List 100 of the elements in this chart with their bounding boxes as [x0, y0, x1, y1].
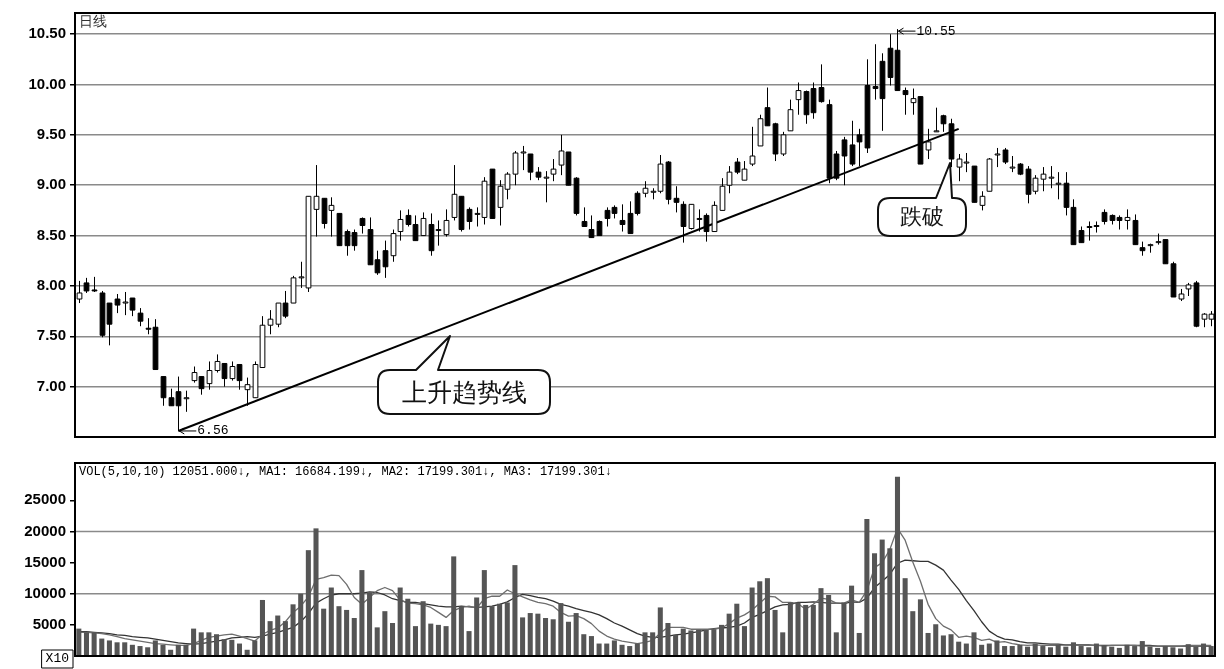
y-tick-label: 15000 — [24, 552, 66, 570]
bar — [1132, 646, 1138, 656]
bar — [466, 631, 472, 656]
bar — [305, 550, 311, 656]
bar — [321, 608, 327, 656]
bar — [688, 630, 694, 656]
bar — [275, 615, 281, 656]
bar — [191, 628, 197, 656]
bar — [573, 613, 579, 656]
bar — [818, 588, 824, 656]
bar — [879, 539, 885, 656]
bar — [833, 632, 839, 656]
bar — [749, 587, 755, 656]
bar — [673, 634, 679, 656]
bar — [1040, 646, 1046, 656]
bar — [367, 592, 373, 656]
bar — [734, 603, 740, 656]
bar — [282, 621, 288, 656]
bar — [696, 629, 702, 656]
bar — [397, 587, 403, 656]
y-tick-label: 9.50 — [36, 125, 66, 142]
bar — [374, 627, 380, 656]
bar — [887, 548, 893, 656]
bar — [1078, 646, 1084, 656]
bar — [787, 602, 793, 656]
y-tick-label: 10.50 — [28, 24, 66, 42]
bar — [359, 570, 365, 656]
bar — [336, 606, 342, 656]
bar — [1086, 647, 1092, 656]
bar — [841, 602, 847, 656]
bar — [389, 623, 396, 656]
bar — [588, 636, 594, 656]
bar — [1185, 644, 1191, 656]
bar — [1009, 646, 1015, 656]
bar — [76, 628, 82, 656]
annotation: VOL(5,10,10) 12051.000↓, MA1: 16684.199↓, MA2: 17199.301↓, MA3: 17199.301↓ — [79, 465, 612, 480]
bar — [1047, 647, 1054, 656]
bar — [810, 604, 816, 656]
text: X10 — [45, 651, 69, 667]
bar — [160, 644, 166, 656]
bar — [718, 624, 725, 656]
bar — [313, 528, 319, 656]
bar — [535, 613, 541, 656]
bar — [994, 640, 1000, 656]
bar — [91, 632, 97, 656]
chart-title: 日线 — [79, 12, 107, 29]
bar — [650, 632, 656, 656]
y-tick-label: 7.00 — [36, 376, 66, 394]
bar — [665, 623, 671, 656]
bar — [864, 519, 870, 656]
bar — [910, 611, 916, 656]
bar — [971, 632, 977, 656]
bar — [520, 617, 526, 656]
bar — [420, 601, 426, 656]
bar — [259, 599, 265, 656]
bar — [894, 476, 901, 656]
bar — [267, 621, 273, 656]
y-tick-label: 10.00 — [28, 74, 66, 92]
bar — [122, 642, 128, 656]
bar — [351, 618, 357, 656]
bar — [795, 602, 801, 656]
annotation: 6.56 — [197, 423, 229, 439]
bar — [145, 647, 151, 656]
bar — [711, 629, 717, 656]
bar — [849, 585, 855, 656]
bar — [703, 629, 709, 656]
bar — [680, 628, 686, 656]
bar — [443, 626, 449, 656]
bar — [428, 623, 434, 656]
bar — [565, 621, 572, 656]
y-tick-label: 9.00 — [36, 175, 66, 193]
bar — [956, 641, 962, 656]
bar — [512, 565, 518, 656]
bar — [99, 638, 105, 656]
bar — [1162, 646, 1168, 656]
bar — [198, 632, 204, 656]
bar — [1124, 644, 1130, 656]
bar — [902, 578, 908, 656]
speech-callout: 上升趋势线 — [376, 334, 552, 416]
bar — [581, 634, 587, 656]
bar — [221, 639, 227, 656]
bar — [856, 632, 862, 656]
bar — [229, 639, 235, 656]
bar — [106, 640, 112, 656]
bar — [657, 607, 663, 656]
bar — [252, 640, 258, 656]
bar — [382, 611, 388, 656]
y-tick-label: 5000 — [32, 615, 66, 633]
bar — [925, 632, 931, 656]
bar — [481, 570, 487, 656]
bar — [1101, 645, 1107, 656]
bar — [206, 632, 212, 656]
bar — [642, 632, 648, 656]
bar — [780, 632, 786, 656]
y-tick-label: 7.50 — [36, 326, 66, 344]
bar — [558, 603, 564, 656]
bar — [504, 602, 510, 656]
bar — [458, 606, 464, 656]
speech-callout: 跌破 — [876, 161, 968, 238]
bar — [772, 609, 778, 656]
